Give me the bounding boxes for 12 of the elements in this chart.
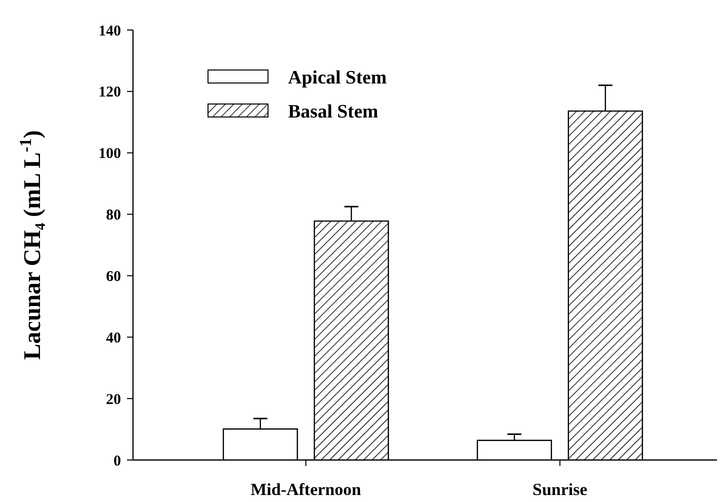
y-tick-label: 0 — [114, 453, 121, 470]
y-tick-label: 40 — [106, 330, 121, 346]
y-tick-label: 80 — [106, 208, 121, 224]
y-tick-label: 20 — [106, 392, 121, 408]
y-tick-label: 120 — [98, 84, 121, 101]
legend-label: Basal Stem — [288, 102, 378, 123]
legend-label: Apical Stem — [288, 68, 387, 89]
y-tick-label: 60 — [106, 268, 121, 285]
y-tick-label: 140 — [98, 23, 121, 40]
y-tick-label: 100 — [98, 146, 121, 162]
x-tick-label: Sunrise — [532, 480, 588, 499]
x-tick-label: Mid-Afternoon — [250, 480, 362, 499]
